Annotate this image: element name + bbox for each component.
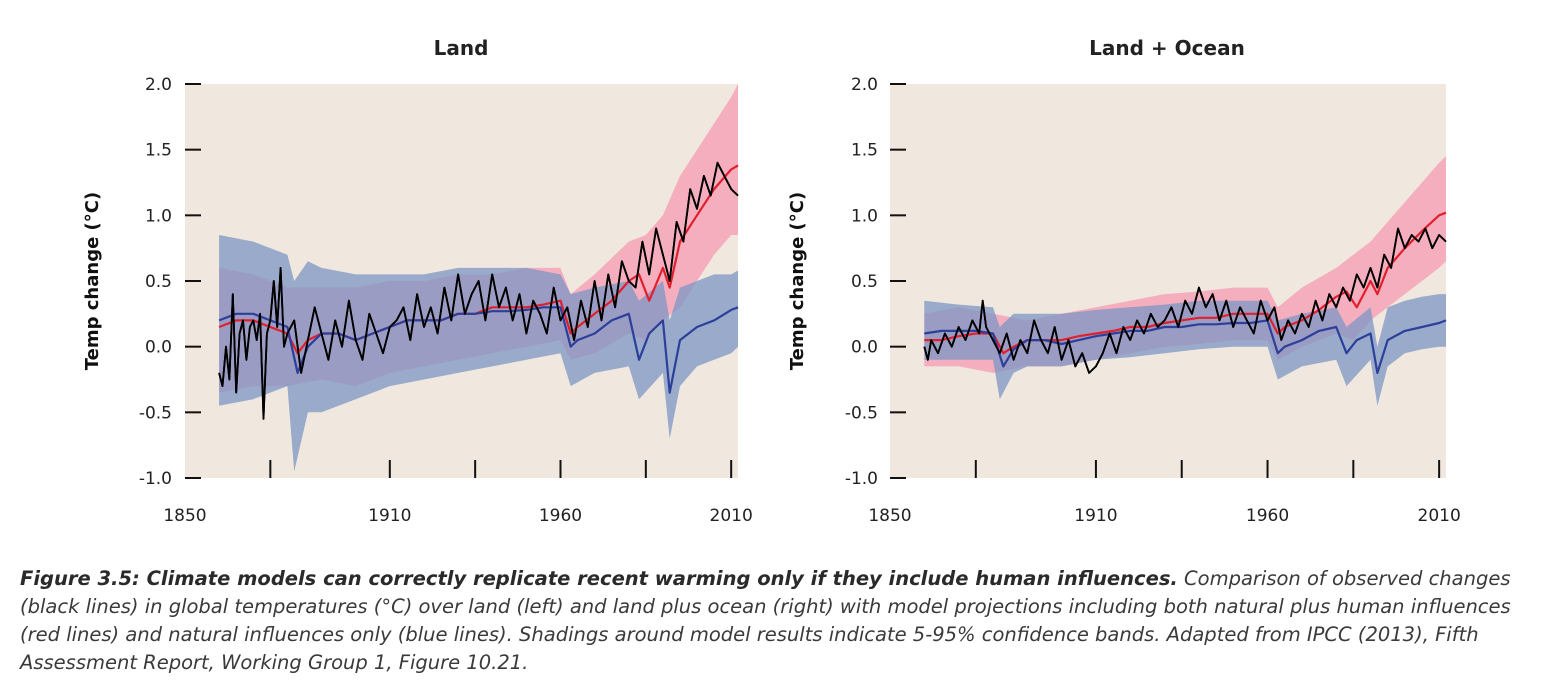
y-tick-label: 0.5: [851, 272, 878, 292]
x-tick-label: 1960: [1246, 506, 1289, 526]
chart-title: Land: [434, 36, 489, 60]
x-tick-label: 1960: [539, 506, 582, 526]
x-tick-label: 1850: [868, 506, 911, 526]
figure-caption: Figure 3.5: Climate models can correctly…: [20, 565, 1520, 677]
observed-line-top: [923, 227, 1447, 374]
y-tick-label: 1.5: [851, 141, 878, 161]
observed-line-top: [218, 161, 739, 420]
x-tick-label: 1910: [368, 506, 411, 526]
y-tick-label: -1.0: [139, 469, 172, 489]
y-tick-label: 0.5: [145, 272, 172, 292]
y-tick-label: -0.5: [845, 403, 878, 423]
y-tick-label: 0.0: [851, 338, 878, 358]
chart-panel-land-ocean: Land + Ocean Temp change (°C) 2.0 1.5 1.0 0.5…: [787, 36, 1461, 526]
y-tick-label: 2.0: [851, 75, 878, 95]
x-tick-label: 2010: [1418, 506, 1461, 526]
x-tick-label: 1850: [163, 506, 206, 526]
caption-text: Comparison of observed changes (black li…: [20, 567, 1511, 674]
x-tick-label: 2010: [710, 506, 753, 526]
blue-confidence-band: [924, 294, 1446, 406]
figure: Land Temp change (°C) 2.0 1.5 1.0 0.5 0.0 -0.5 -…: [82, 36, 1461, 526]
y-tick-label: -0.5: [139, 403, 172, 423]
x-tick-label: 1910: [1074, 506, 1117, 526]
y-tick-label: -1.0: [845, 469, 878, 489]
y-tick-label: 1.0: [145, 206, 172, 226]
y-tick-label: 1.0: [851, 206, 878, 226]
y-tick-label: 2.0: [145, 75, 172, 95]
y-tick-label: 1.5: [145, 141, 172, 161]
y-axis-label: Temp change (°C): [787, 192, 808, 370]
chart-title: Land + Ocean: [1089, 36, 1245, 60]
caption-bold: Figure 3.5: Climate models can correctly…: [20, 567, 1178, 590]
red-model-line: [218, 164, 739, 355]
blue-confidence-band: [219, 235, 739, 472]
chart-panel-land: Land Temp change (°C) 2.0 1.5 1.0 0.5 0.0 -0.5 -…: [82, 36, 753, 526]
red-model-line: [924, 211, 1447, 355]
y-axis-label: Temp change (°C): [82, 192, 103, 370]
y-tick-label: 0.0: [145, 338, 172, 358]
